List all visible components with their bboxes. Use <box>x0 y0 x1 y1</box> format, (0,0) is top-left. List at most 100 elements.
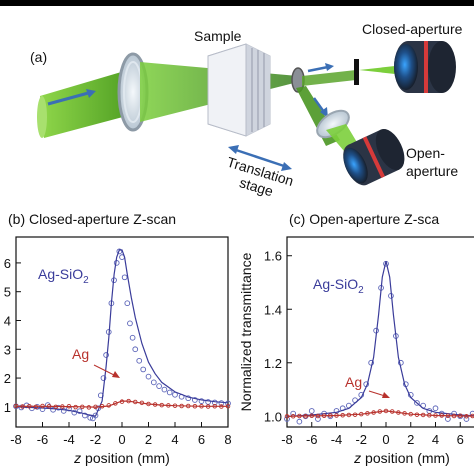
panel-a-label: (a) <box>30 49 47 65</box>
data-point-ag-sio2 <box>398 359 404 366</box>
x-tick-label: 2 <box>407 432 414 447</box>
x-tick-label: -4 <box>63 432 75 447</box>
data-point-ag-sio2 <box>156 383 162 389</box>
x-tick-label: 4 <box>432 432 439 447</box>
closed-aperture-detector <box>394 41 456 93</box>
y-tick-label: 1.6 <box>264 249 282 264</box>
sample-label: Sample <box>194 28 242 44</box>
x-axis-label-text: position (mm) <box>81 450 170 466</box>
x-axis-label-var: z <box>73 450 81 466</box>
chart-title: (c) Open-aperture Z-sca <box>289 211 439 227</box>
chart-open-aperture: (c) Open-aperture Z-sca-8-6-4-2024681.01… <box>238 211 474 466</box>
x-tick-label: -2 <box>355 432 367 447</box>
fit-line-ag-sio2 <box>15 249 229 417</box>
x-tick-label: -6 <box>37 432 49 447</box>
series-label-text: Ag-SiO <box>313 276 358 292</box>
aperture <box>354 59 359 85</box>
y-axis-label: Normalized transmittance <box>238 252 254 411</box>
data-point-ag-sio2 <box>116 248 123 255</box>
y-tick-label: 3 <box>4 342 11 357</box>
data-point-ag-sio2 <box>71 409 78 416</box>
panel-label: (b) <box>8 211 29 227</box>
y-tick-label: 4 <box>4 313 11 328</box>
y-tick-label: 1.2 <box>264 356 282 371</box>
series-label-subscript: 2 <box>83 275 89 286</box>
data-point-ag-sio2 <box>185 395 192 402</box>
data-point-ag-sio2 <box>414 400 420 406</box>
data-point-ag-sio2 <box>150 379 157 386</box>
x-tick-label: 4 <box>171 432 178 447</box>
data-point-ag-sio2 <box>129 334 136 341</box>
data-point-ag-sio2 <box>103 352 109 358</box>
top-border <box>0 0 474 6</box>
chart-title-text: Open-aperture Z-sca <box>309 211 439 227</box>
data-point-ag-sio2 <box>211 399 218 406</box>
data-point-ag-sio2 <box>136 357 143 364</box>
translation-arrow <box>228 145 292 171</box>
closed-aperture-label: Closed-aperture <box>362 21 463 37</box>
x-axis-label: z position (mm) <box>353 450 450 466</box>
x-tick-label: -6 <box>306 432 318 447</box>
data-point-ag-sio2 <box>132 346 139 353</box>
series-label-text: Ag-SiO <box>38 266 83 282</box>
series-label-ag-arrow <box>93 364 117 377</box>
data-point-ag-sio2 <box>308 408 315 414</box>
series-label-ag-sio2: Ag-SiO2 <box>38 266 89 286</box>
series-label-subscript: 2 <box>358 285 364 296</box>
closed-path-beam <box>302 70 356 86</box>
data-point-ag-sio2 <box>100 375 107 381</box>
series-label-ag-arrowhead <box>382 392 390 398</box>
data-point-ag-sio2 <box>140 366 147 373</box>
data-point-ag-sio2 <box>145 373 152 380</box>
x-tick-label: -4 <box>331 432 343 447</box>
y-tick-label: 1.4 <box>264 302 282 317</box>
x-tick-label: 0 <box>118 432 125 447</box>
chart-title-text: Closed-aperture Z-scan <box>29 211 176 227</box>
data-point-ag-sio2 <box>82 412 88 419</box>
y-tick-label: 6 <box>4 256 11 271</box>
y-tick-label: 5 <box>4 285 11 300</box>
x-tick-label: 6 <box>457 432 464 447</box>
chart-closed-aperture: (b) Closed-aperture Z-scan -8 -6 -4 -2 0 2 4 6 8 1… <box>4 211 232 466</box>
open-aperture-label-1: Open- <box>406 145 445 161</box>
sample <box>207 43 271 137</box>
data-point-ag-sio2 <box>284 416 290 422</box>
x-tick-label: -8 <box>10 432 22 447</box>
x-tick-label: 6 <box>198 432 205 447</box>
input-arrow <box>47 90 93 106</box>
y-tick-label: 1 <box>4 400 11 415</box>
data-point-ag-sio2 <box>296 418 303 425</box>
data-point-ag-sio2 <box>218 400 225 406</box>
open-path-arrow <box>312 97 326 113</box>
x-tick-label: 2 <box>145 432 152 447</box>
data-point-ag-sio2 <box>121 274 128 281</box>
y-tick-label: 1.0 <box>264 409 282 424</box>
data-point-ag-sio2 <box>445 416 451 422</box>
fit-line-ag <box>16 400 228 408</box>
x-tick-label: 8 <box>224 432 231 447</box>
data-point-ag-sio2 <box>161 386 168 393</box>
data-point-ag-sio2 <box>368 359 375 366</box>
data-point-ag-sio2 <box>198 398 205 404</box>
series-label-ag-arrowhead <box>112 371 120 378</box>
data-point-ag-sio2 <box>192 397 198 403</box>
chart-title: (b) Closed-aperture Z-scan <box>8 211 176 227</box>
plot-frame <box>286 236 474 428</box>
closed-path-arrow <box>307 65 329 73</box>
panel-label: (c) <box>289 211 309 227</box>
series-label-ag: Ag <box>345 374 362 390</box>
data-point-ag-sio2 <box>50 406 56 413</box>
data-point-ag-sio2 <box>127 320 133 327</box>
data-point-ag-sio2 <box>315 416 321 422</box>
data-point-ag-sio2 <box>432 405 439 412</box>
series-label-ag-arrow <box>368 390 386 397</box>
x-tick-label: 0 <box>382 432 389 447</box>
x-axis-label: z position (mm) <box>73 450 170 466</box>
series-label-ag-sio2: Ag-SiO2 <box>313 276 364 296</box>
fit-line-ag-sio2 <box>286 260 474 417</box>
series-label-ag: Ag <box>72 346 89 362</box>
setup-diagram: (a) Sample Translation stage <box>30 21 463 200</box>
open-aperture-label-2: aperture <box>406 163 458 179</box>
fit-line-ag <box>286 410 474 417</box>
y-tick-label: 2 <box>4 371 11 386</box>
